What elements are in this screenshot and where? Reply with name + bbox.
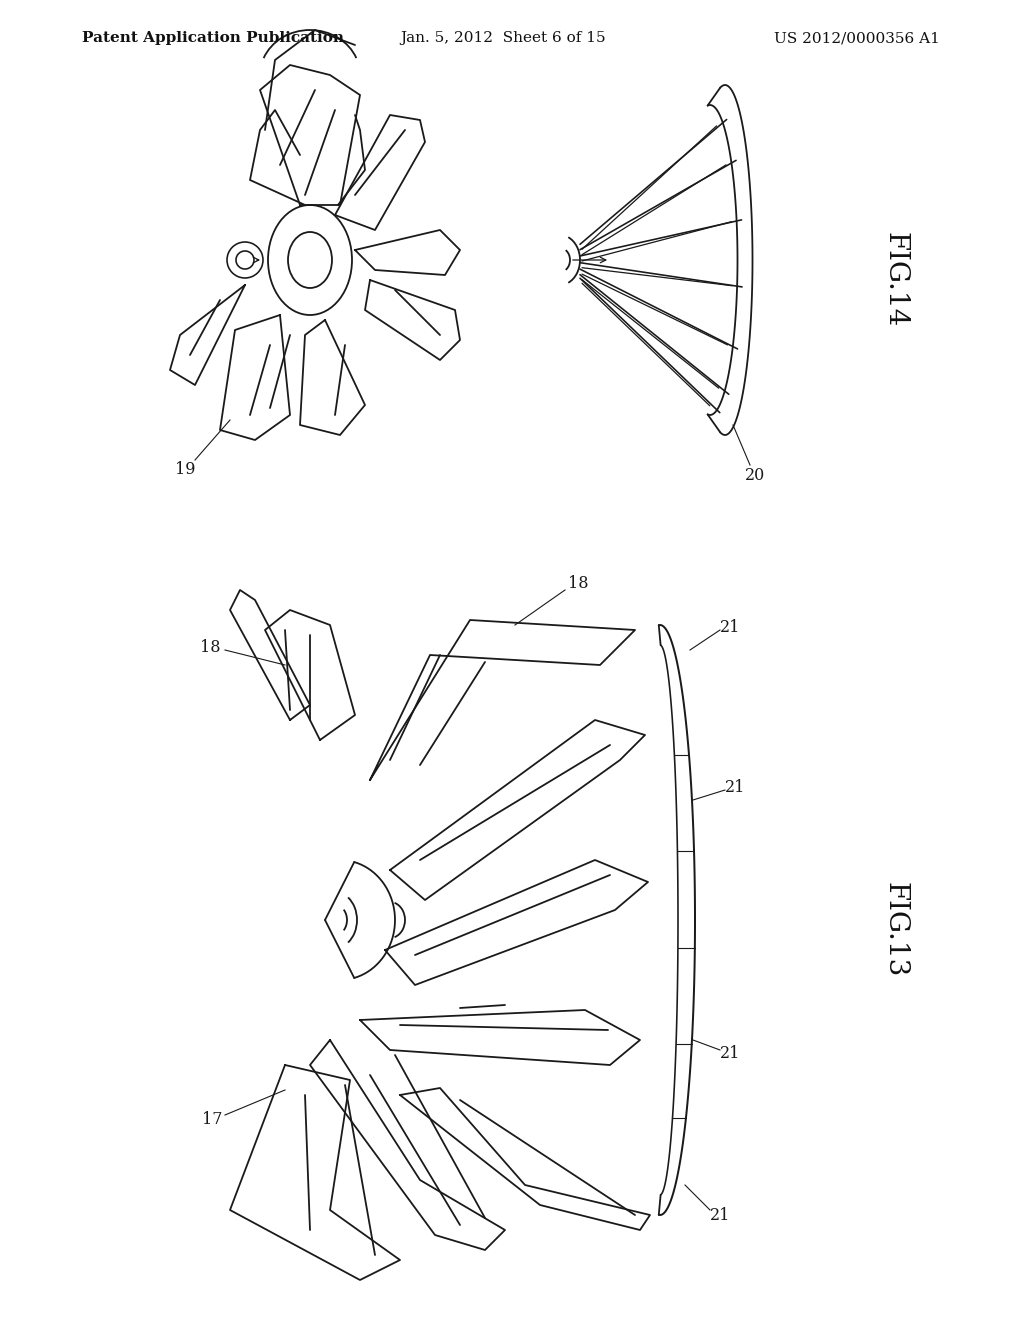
Text: 20: 20 [744, 466, 765, 483]
Text: 18: 18 [567, 574, 588, 591]
Text: FIG.14: FIG.14 [882, 232, 908, 327]
Text: Patent Application Publication: Patent Application Publication [82, 30, 344, 45]
Text: 21: 21 [710, 1206, 730, 1224]
Text: 18: 18 [200, 639, 220, 656]
Text: 21: 21 [720, 1044, 740, 1061]
Text: 21: 21 [725, 779, 745, 796]
Text: Jan. 5, 2012  Sheet 6 of 15: Jan. 5, 2012 Sheet 6 of 15 [400, 30, 605, 45]
Text: 17: 17 [202, 1111, 222, 1129]
Text: US 2012/0000356 A1: US 2012/0000356 A1 [774, 30, 940, 45]
Text: 19: 19 [175, 462, 196, 479]
Text: 21: 21 [720, 619, 740, 635]
Text: FIG.13: FIG.13 [882, 882, 908, 978]
